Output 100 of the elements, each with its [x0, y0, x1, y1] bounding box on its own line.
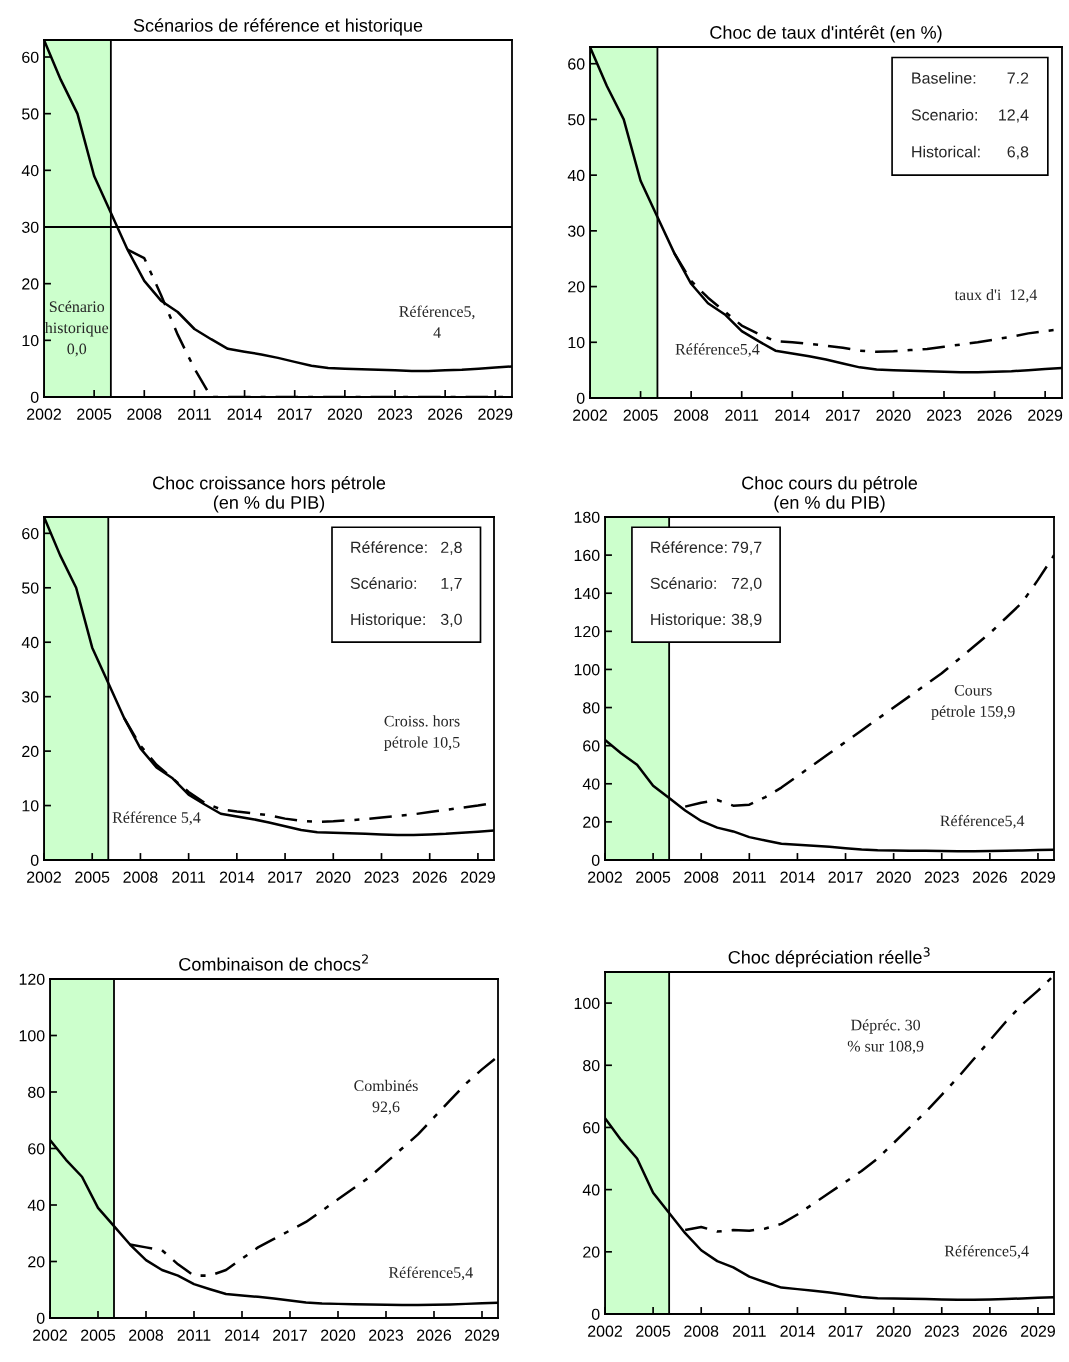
annotation: 72,0 — [731, 577, 762, 591]
x-tick-label: 2029 — [1028, 409, 1063, 421]
x-tick-label: 2020 — [876, 1325, 911, 1337]
y-tick-label: 0 — [576, 392, 585, 404]
x-tick-label: 2017 — [828, 871, 863, 883]
y-tick-label: 10 — [568, 336, 585, 349]
y-tick-label: 80 — [583, 702, 600, 714]
y-tick-label: 10 — [22, 334, 39, 347]
y-tick-label: 20 — [583, 1246, 600, 1258]
y-tick-label: 10 — [22, 800, 39, 812]
annotation: Scenario: — [911, 108, 977, 121]
annotation: 38,9 — [731, 613, 762, 627]
x-tick-label: 2017 — [828, 1325, 863, 1337]
x-tick-label: 2020 — [316, 871, 351, 883]
x-tick-label: 2002 — [573, 409, 607, 421]
x-tick-label: 2008 — [674, 409, 709, 421]
x-tick-label: 2005 — [81, 1329, 116, 1341]
annotation: Baseline: — [912, 72, 976, 84]
y-tick-label: 40 — [21, 636, 39, 649]
annotation: Scénario historique 0,0 — [44, 300, 109, 357]
y-tick-label: 0 — [591, 854, 600, 866]
x-tick-label: 2020 — [876, 871, 911, 883]
y-tick-label: 40 — [567, 169, 585, 182]
annotation: Référence: — [351, 541, 427, 554]
y-tick-label: 40 — [27, 1199, 45, 1211]
annotation: 2,8 — [441, 541, 462, 555]
y-tick-label: 20 — [22, 278, 39, 290]
x-tick-label: 2005 — [75, 871, 110, 883]
x-tick-label: 2014 — [780, 1325, 815, 1337]
y-tick-label: 60 — [583, 740, 600, 752]
x-tick-label: 2014 — [775, 409, 810, 421]
y-tick-label: 40 — [21, 164, 39, 177]
annotation: Cours pétrole 159,9 — [931, 684, 1015, 721]
x-tick-label: 2002 — [27, 408, 61, 420]
x-tick-label: 2029 — [1021, 1325, 1055, 1337]
annotation: Historique: — [351, 613, 425, 629]
x-tick-label: 2008 — [129, 1329, 164, 1341]
y-tick-label: 100 — [574, 997, 600, 1010]
x-tick-label: 2002 — [588, 871, 622, 883]
y-tick-label: 60 — [22, 51, 39, 63]
y-tick-label: 60 — [583, 1122, 600, 1134]
x-tick-label: 2017 — [273, 1329, 307, 1341]
annotation: 7.2 — [1007, 72, 1029, 84]
annotation: Combinés 92,6 — [354, 1079, 418, 1115]
x-tick-label: 2026 — [417, 1329, 452, 1341]
annotation: Référence: — [651, 541, 727, 554]
x-tick-label: 2023 — [378, 408, 413, 420]
y-tick-label: 100 — [19, 1030, 45, 1042]
x-tick-label: 2002 — [27, 871, 61, 883]
annotation: Référence5,4 — [388, 1266, 473, 1281]
y-tick-label: 80 — [583, 1059, 600, 1072]
x-tick-label: 2005 — [636, 871, 671, 883]
x-tick-label: 2020 — [327, 408, 362, 420]
x-tick-label: 2011 — [172, 871, 206, 883]
x-tick-label: 2020 — [876, 409, 911, 421]
chart-title: Choc de taux d'intérêt (en %) — [710, 25, 942, 43]
y-tick-label: 60 — [28, 1143, 45, 1155]
x-tick-label: 2023 — [364, 871, 399, 883]
y-tick-label: 20 — [568, 281, 585, 293]
x-tick-label: 2014 — [219, 871, 255, 883]
annotation: 6,8 — [1007, 146, 1029, 160]
y-tick-label: 80 — [28, 1086, 45, 1098]
x-tick-label: 2029 — [1021, 871, 1055, 883]
x-tick-label: 2002 — [588, 1325, 622, 1337]
y-tick-label: 50 — [22, 108, 39, 120]
annotation: Référence5,4 — [940, 814, 1025, 829]
x-tick-label: 2026 — [412, 871, 447, 883]
x-tick-label: 2023 — [924, 1325, 959, 1337]
x-tick-label: 2002 — [33, 1329, 67, 1341]
y-tick-label: 30 — [21, 221, 39, 233]
y-tick-label: 160 — [574, 549, 600, 562]
y-tick-label: 20 — [22, 745, 39, 758]
annotation: 1,7 — [441, 577, 462, 591]
x-tick-label: 2005 — [636, 1325, 671, 1337]
y-tick-label: 0 — [36, 1312, 45, 1324]
y-tick-label: 50 — [22, 582, 39, 594]
annotation: taux d'i 12,4 — [954, 288, 1038, 303]
annotation: Croiss. hors pétrole 10,5 — [384, 715, 460, 751]
x-tick-label: 2011 — [725, 409, 759, 421]
y-tick-label: 40 — [582, 778, 600, 790]
y-tick-label: 30 — [567, 225, 585, 237]
annotation: Dépréc. 30 % sur 108,9 — [847, 1019, 924, 1054]
annotation: Scénario: — [350, 577, 417, 590]
x-tick-label: 2026 — [977, 409, 1012, 421]
y-tick-label: 60 — [568, 58, 585, 70]
x-tick-label: 2005 — [77, 408, 112, 420]
y-tick-label: 50 — [568, 114, 585, 126]
y-tick-label: 140 — [574, 587, 600, 600]
annotation: Historique: — [651, 613, 725, 629]
y-tick-label: 100 — [574, 664, 600, 676]
y-tick-label: 60 — [22, 527, 39, 540]
annotation: Référence5,4 — [675, 343, 760, 357]
chart-title: Combinaison de chocs$^{2}$ — [179, 954, 368, 971]
y-tick-label: 20 — [28, 1256, 45, 1268]
chart-title: Choc cours du pétrole (en % du PIB) — [742, 475, 918, 513]
annotation: Référence5, 4 — [399, 305, 475, 338]
x-tick-label: 2029 — [478, 408, 513, 420]
x-tick-label: 2029 — [460, 871, 495, 883]
y-tick-label: 120 — [19, 973, 45, 985]
y-tick-label: 40 — [582, 1184, 600, 1196]
